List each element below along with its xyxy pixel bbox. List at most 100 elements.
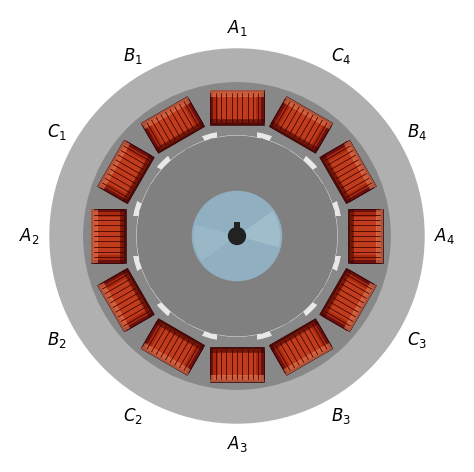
Polygon shape — [155, 121, 205, 153]
Polygon shape — [101, 272, 151, 328]
Text: $B_{4}$: $B_{4}$ — [407, 122, 427, 142]
Circle shape — [50, 49, 424, 423]
Polygon shape — [166, 134, 206, 162]
Polygon shape — [185, 304, 220, 334]
Wedge shape — [194, 225, 237, 261]
Polygon shape — [151, 327, 195, 367]
Circle shape — [228, 228, 246, 244]
Text: $A_{2}$: $A_{2}$ — [19, 226, 40, 246]
Circle shape — [84, 83, 390, 389]
Circle shape — [137, 136, 337, 336]
Polygon shape — [141, 97, 191, 129]
Polygon shape — [269, 319, 319, 351]
Polygon shape — [350, 212, 381, 260]
Polygon shape — [210, 347, 264, 381]
Polygon shape — [84, 222, 133, 250]
Polygon shape — [305, 184, 335, 219]
Polygon shape — [210, 119, 264, 125]
Polygon shape — [223, 83, 251, 132]
Polygon shape — [135, 267, 164, 306]
Polygon shape — [323, 144, 373, 200]
Polygon shape — [319, 268, 376, 332]
Text: $C_{4}$: $C_{4}$ — [330, 46, 351, 66]
Polygon shape — [218, 332, 256, 343]
Polygon shape — [273, 322, 329, 372]
Polygon shape — [319, 140, 376, 204]
Polygon shape — [277, 320, 326, 376]
Polygon shape — [139, 184, 169, 219]
Polygon shape — [323, 272, 373, 328]
Polygon shape — [277, 96, 326, 152]
Polygon shape — [279, 105, 323, 145]
Text: $C_{2}$: $C_{2}$ — [123, 406, 143, 426]
Polygon shape — [344, 282, 376, 332]
Polygon shape — [268, 310, 308, 338]
Polygon shape — [145, 100, 201, 150]
Polygon shape — [98, 282, 130, 332]
Polygon shape — [219, 352, 255, 376]
Polygon shape — [106, 278, 146, 322]
Polygon shape — [130, 216, 141, 256]
Polygon shape — [283, 97, 333, 129]
Wedge shape — [237, 211, 280, 247]
Polygon shape — [122, 268, 155, 318]
Polygon shape — [98, 268, 155, 332]
Text: $A_{1}$: $A_{1}$ — [227, 18, 247, 39]
Polygon shape — [120, 209, 126, 263]
Text: $B_{2}$: $B_{2}$ — [47, 330, 67, 350]
Polygon shape — [139, 184, 169, 219]
Polygon shape — [254, 138, 289, 168]
Polygon shape — [305, 184, 335, 219]
Polygon shape — [279, 327, 323, 367]
Polygon shape — [254, 304, 289, 334]
Polygon shape — [223, 340, 251, 389]
Polygon shape — [353, 217, 377, 255]
Polygon shape — [348, 209, 383, 263]
Polygon shape — [141, 343, 191, 375]
Polygon shape — [91, 209, 126, 263]
Polygon shape — [151, 105, 195, 145]
Polygon shape — [101, 144, 151, 200]
Polygon shape — [98, 140, 130, 190]
Polygon shape — [273, 100, 329, 150]
Polygon shape — [213, 93, 261, 123]
Polygon shape — [185, 138, 220, 168]
Polygon shape — [283, 343, 333, 375]
Polygon shape — [344, 140, 376, 190]
Polygon shape — [213, 349, 261, 379]
Polygon shape — [148, 96, 197, 152]
Polygon shape — [305, 253, 335, 288]
Polygon shape — [319, 268, 352, 318]
Polygon shape — [269, 121, 319, 153]
Polygon shape — [268, 134, 308, 162]
Polygon shape — [210, 375, 264, 381]
Circle shape — [140, 139, 334, 333]
Polygon shape — [305, 253, 335, 288]
Polygon shape — [234, 222, 240, 228]
Polygon shape — [219, 96, 255, 120]
Polygon shape — [122, 154, 155, 204]
Polygon shape — [155, 319, 205, 351]
Polygon shape — [185, 304, 220, 334]
Polygon shape — [348, 209, 354, 263]
Polygon shape — [148, 320, 197, 376]
Circle shape — [137, 136, 337, 336]
Polygon shape — [254, 138, 289, 168]
Polygon shape — [91, 209, 98, 263]
Polygon shape — [269, 319, 333, 375]
Text: $A_{3}$: $A_{3}$ — [227, 433, 247, 454]
Polygon shape — [376, 209, 383, 263]
Polygon shape — [98, 276, 154, 325]
Polygon shape — [310, 267, 339, 306]
Polygon shape — [320, 147, 376, 196]
Polygon shape — [210, 91, 264, 125]
Polygon shape — [166, 310, 206, 338]
Polygon shape — [139, 253, 169, 288]
Polygon shape — [106, 150, 146, 194]
Polygon shape — [218, 129, 256, 140]
Polygon shape — [210, 91, 264, 97]
Polygon shape — [310, 166, 339, 205]
Polygon shape — [98, 140, 155, 204]
Polygon shape — [328, 278, 368, 322]
Polygon shape — [141, 97, 205, 153]
